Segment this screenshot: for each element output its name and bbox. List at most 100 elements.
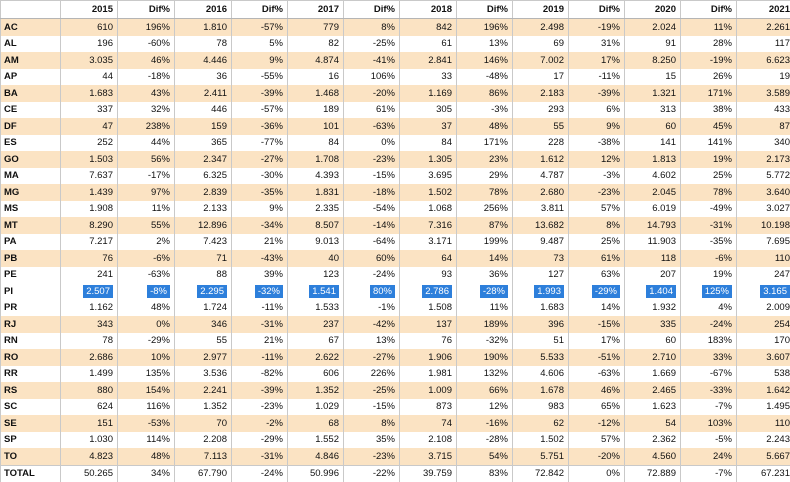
row-label[interactable]: TO (1, 448, 61, 465)
table-cell[interactable]: 151 (61, 415, 118, 432)
row-label[interactable]: SP (1, 432, 61, 449)
table-cell[interactable]: 343 (61, 316, 118, 333)
column-header[interactable]: 2016 (175, 1, 232, 19)
row-label[interactable]: AL (1, 36, 61, 53)
table-cell[interactable]: 47 (61, 118, 118, 135)
table-cell[interactable]: -20% (344, 85, 400, 102)
table-cell[interactable]: -23% (344, 448, 400, 465)
table-cell[interactable]: 60% (344, 250, 400, 267)
table-cell[interactable]: 196% (118, 19, 175, 36)
table-cell[interactable]: 4.874 (288, 52, 344, 69)
table-cell[interactable]: 2.686 (61, 349, 118, 366)
table-cell[interactable]: 14% (569, 300, 625, 317)
table-cell[interactable]: 171% (457, 135, 513, 152)
table-cell[interactable]: 446 (175, 102, 232, 119)
table-cell[interactable]: 11% (681, 19, 737, 36)
table-cell[interactable]: -49% (681, 201, 737, 218)
table-cell[interactable]: 25% (681, 168, 737, 185)
table-cell[interactable]: 106% (344, 69, 400, 86)
table-cell[interactable]: -39% (232, 85, 288, 102)
table-cell[interactable]: 190% (457, 349, 513, 366)
table-cell[interactable]: 60 (625, 333, 681, 350)
row-label[interactable]: MG (1, 184, 61, 201)
table-cell[interactable]: -32% (232, 283, 288, 300)
table-cell[interactable]: 12% (457, 399, 513, 416)
table-cell[interactable]: 67 (288, 333, 344, 350)
table-cell[interactable]: -24% (232, 465, 288, 482)
table-cell[interactable]: 57% (569, 432, 625, 449)
table-cell[interactable]: 1.503 (61, 151, 118, 168)
table-cell[interactable]: -53% (118, 415, 175, 432)
row-label[interactable]: MS (1, 201, 61, 218)
row-label[interactable]: AP (1, 69, 61, 86)
table-cell[interactable]: -19% (569, 19, 625, 36)
table-cell[interactable]: -36% (232, 118, 288, 135)
table-cell[interactable]: 32% (118, 102, 175, 119)
table-cell[interactable]: 141% (681, 135, 737, 152)
table-cell[interactable]: 9.487 (513, 234, 569, 251)
table-cell[interactable]: 2.622 (288, 349, 344, 366)
table-cell[interactable]: 238% (118, 118, 175, 135)
table-cell[interactable]: -16% (457, 415, 513, 432)
table-cell[interactable]: -24% (681, 316, 737, 333)
table-cell[interactable]: 48% (457, 118, 513, 135)
table-cell[interactable]: -55% (232, 69, 288, 86)
table-cell[interactable]: 76 (61, 250, 118, 267)
table-cell[interactable]: 34% (118, 465, 175, 482)
table-cell[interactable]: 29% (457, 168, 513, 185)
table-cell[interactable]: 88 (175, 267, 232, 284)
table-cell[interactable]: 241 (61, 267, 118, 284)
table-cell[interactable]: 433 (737, 102, 790, 119)
table-cell[interactable]: 19% (681, 267, 737, 284)
table-cell[interactable]: 340 (737, 135, 790, 152)
table-cell[interactable]: 199% (457, 234, 513, 251)
table-cell[interactable]: -15% (344, 399, 400, 416)
table-cell[interactable]: -29% (118, 333, 175, 350)
table-cell[interactable]: 44 (61, 69, 118, 86)
table-cell[interactable]: 842 (400, 19, 457, 36)
table-cell[interactable]: 5.751 (513, 448, 569, 465)
table-cell[interactable]: 1.612 (513, 151, 569, 168)
table-cell[interactable]: -30% (232, 168, 288, 185)
table-cell[interactable]: 293 (513, 102, 569, 119)
table-cell[interactable]: 1.623 (625, 399, 681, 416)
row-label[interactable]: RR (1, 366, 61, 383)
row-label[interactable]: PB (1, 250, 61, 267)
table-cell[interactable]: 1.831 (288, 184, 344, 201)
table-cell[interactable]: 56% (118, 151, 175, 168)
column-header[interactable]: 2017 (288, 1, 344, 19)
table-cell[interactable]: 45% (681, 118, 737, 135)
table-cell[interactable]: -7% (681, 465, 737, 482)
table-cell[interactable]: 779 (288, 19, 344, 36)
table-cell[interactable]: 2.841 (400, 52, 457, 69)
table-cell[interactable]: 72.842 (513, 465, 569, 482)
table-cell[interactable]: 14% (457, 250, 513, 267)
table-cell[interactable]: -6% (681, 250, 737, 267)
table-cell[interactable]: 54% (457, 448, 513, 465)
table-cell[interactable]: 2% (118, 234, 175, 251)
table-cell[interactable]: 21% (232, 333, 288, 350)
table-cell[interactable]: 125% (681, 283, 737, 300)
row-label[interactable]: CE (1, 102, 61, 119)
table-cell[interactable]: 8% (569, 217, 625, 234)
table-cell[interactable]: 1.508 (400, 300, 457, 317)
table-cell[interactable]: 313 (625, 102, 681, 119)
table-cell[interactable]: -2% (232, 415, 288, 432)
row-label[interactable]: RO (1, 349, 61, 366)
row-label[interactable]: RN (1, 333, 61, 350)
table-cell[interactable]: -23% (344, 151, 400, 168)
table-cell[interactable]: 24% (681, 448, 737, 465)
table-cell[interactable]: -17% (118, 168, 175, 185)
table-cell[interactable]: -31% (232, 448, 288, 465)
table-cell[interactable]: -8% (118, 283, 175, 300)
table-cell[interactable]: -33% (681, 382, 737, 399)
table-cell[interactable]: 55 (513, 118, 569, 135)
